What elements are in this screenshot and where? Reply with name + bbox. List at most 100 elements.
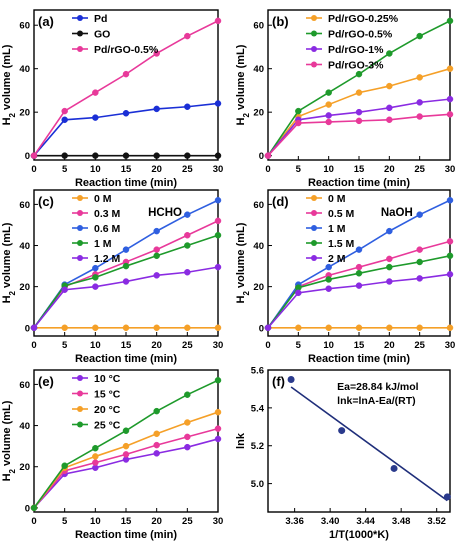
data-point	[416, 32, 423, 40]
x-tick-label: 5	[296, 340, 302, 351]
x-tick-label: 3.40	[321, 516, 340, 527]
legend-label-1: 10 °C	[94, 373, 121, 385]
y-label-subscript: 2	[242, 290, 251, 295]
data-point	[264, 324, 272, 332]
data-point	[214, 377, 222, 384]
y-axis-label: H2 volume (mL)	[1, 44, 17, 125]
y-tick-label: 5.6	[251, 366, 264, 377]
y-label-part: H	[1, 117, 13, 125]
y-tick-label: 5.0	[251, 479, 264, 490]
series-line-2	[267, 20, 451, 157]
data-point	[325, 263, 332, 271]
data-point	[355, 117, 363, 125]
legend-label-2: 15 °C	[94, 389, 121, 401]
x-tick-label: 25	[182, 340, 193, 351]
x-tick-label: 3.36	[285, 516, 304, 527]
data-point	[214, 197, 222, 204]
legend-swatch-marker	[77, 255, 83, 261]
data-point	[153, 324, 160, 332]
chart-panel-1: (a) 0 5 10 15 20 25 30 0 20 40 60 Reaction time (min…	[1, 9, 223, 189]
data-point	[61, 152, 68, 159]
y-label-part: volume (mL)	[1, 222, 13, 291]
x-tick-label: 30	[213, 340, 224, 351]
y-tick-label: 40	[19, 421, 30, 432]
data-point	[416, 275, 423, 282]
y-label-subscript: 2	[242, 112, 251, 117]
panel-label: (a)	[38, 14, 54, 29]
data-point	[122, 278, 130, 285]
panel-label: (f)	[272, 374, 285, 389]
x-tick-label: 10	[90, 340, 101, 351]
data-point	[416, 324, 423, 332]
data-point	[325, 89, 332, 96]
x-axis-label: 1/T(1000*K)	[329, 529, 389, 541]
x-tick-label: 20	[151, 340, 162, 351]
data-point	[92, 324, 99, 332]
data-point	[446, 111, 454, 118]
x-tick-label: 5	[62, 516, 68, 527]
x-tick-label: 0	[265, 340, 270, 351]
data-point	[122, 70, 130, 78]
data-point	[184, 269, 191, 276]
x-tick-label: 0	[31, 516, 36, 527]
data-point	[416, 258, 423, 266]
panel-label: (b)	[272, 14, 289, 29]
x-tick-label: 5	[62, 164, 68, 175]
data-point	[287, 375, 295, 383]
data-point	[446, 238, 454, 245]
legend-swatch-marker	[311, 210, 317, 216]
data-point	[61, 116, 68, 124]
data-point	[214, 263, 222, 271]
data-point	[446, 197, 454, 204]
data-point	[325, 285, 332, 292]
y-tick-label: 20	[253, 282, 264, 293]
legend-swatch-marker	[77, 375, 83, 381]
legend-label-4: 25 °C	[94, 420, 121, 432]
x-tick-label: 10	[323, 340, 334, 351]
legend-label-3: 20 °C	[94, 404, 121, 416]
y-tick-label: 20	[19, 462, 30, 473]
y-tick-label: 0	[259, 323, 264, 334]
x-tick-label: 30	[213, 516, 224, 527]
chart-panel-6: (f) 3.36 3.40 3.44 3.48 3.52 5.0 5.2 5.4 5.6 1/T(1…	[235, 366, 451, 541]
y-tick-label: 5.4	[251, 403, 265, 414]
data-point	[416, 246, 423, 253]
y-label-part: volume (mL)	[235, 44, 247, 113]
y-tick-label: 20	[19, 108, 30, 119]
data-point	[214, 217, 222, 225]
legend-label-2: 0.5 M	[328, 208, 355, 220]
legend-label-4: 1 M	[94, 238, 112, 250]
data-point	[184, 324, 191, 332]
legend-swatch-marker	[77, 15, 83, 21]
data-point	[184, 231, 191, 239]
legend-label-2: 0.3 M	[94, 208, 121, 220]
data-point	[122, 246, 130, 253]
legend-label-1: 0 M	[94, 193, 112, 205]
legend-swatch-marker	[77, 240, 83, 246]
y-label-part: H	[235, 117, 247, 125]
data-point	[184, 103, 191, 110]
equation-annotation-1: Ea=28.84 kJ/mol	[337, 381, 419, 393]
data-point	[122, 152, 130, 159]
x-tick-label: 0	[31, 340, 36, 351]
x-tick-label: 3.48	[392, 516, 411, 527]
legend-label-4: Pd/rGO-3%	[328, 60, 384, 72]
panel-label: (d)	[272, 194, 289, 209]
data-point	[61, 286, 68, 293]
data-point	[416, 113, 423, 120]
x-tick-label: 5	[296, 164, 302, 175]
data-point	[355, 89, 363, 96]
data-point	[184, 391, 191, 398]
data-point	[446, 65, 454, 72]
x-tick-label: 15	[121, 340, 132, 351]
equation-annotation-2: lnk=lnA-Ea/(RT)	[337, 395, 415, 407]
y-label-part: H	[1, 473, 13, 481]
y-tick-label: 60	[253, 200, 264, 211]
data-point	[416, 74, 423, 81]
x-tick-label: 20	[151, 164, 162, 175]
data-point	[92, 264, 99, 272]
y-tick-label: 20	[19, 282, 30, 293]
legend-swatch-marker	[77, 421, 83, 428]
x-tick-label: 3.44	[356, 516, 375, 527]
y-tick-label: 40	[19, 241, 30, 252]
